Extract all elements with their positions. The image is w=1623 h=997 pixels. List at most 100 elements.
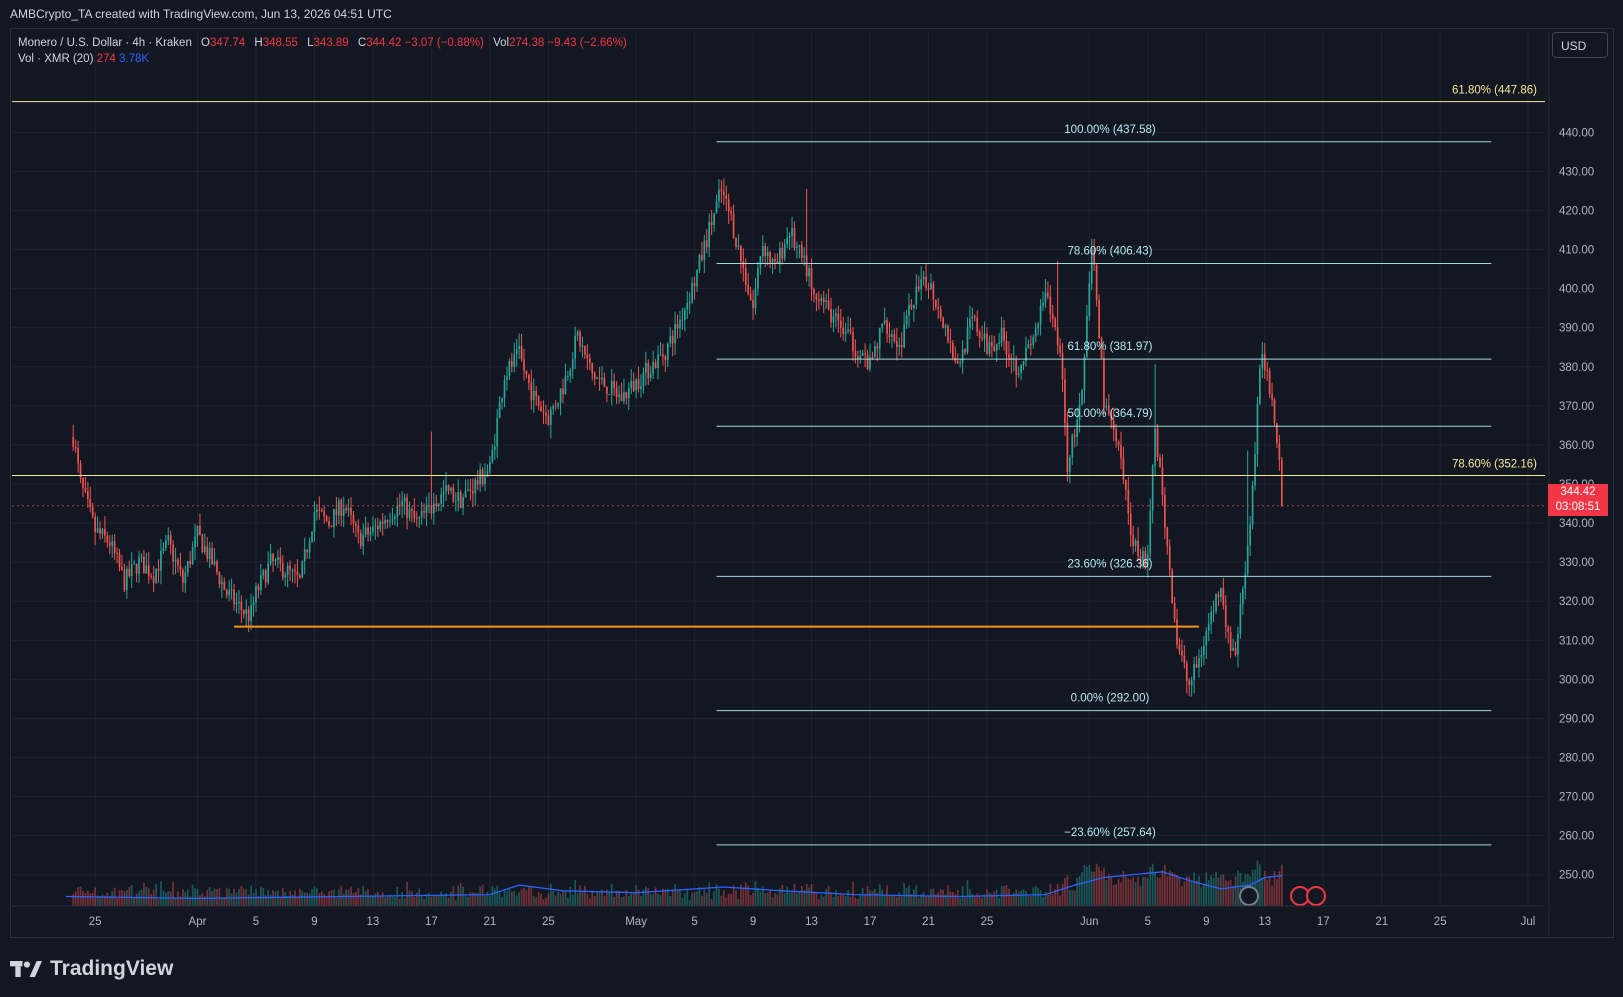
volume-bar [345,889,347,906]
candle-body [847,329,849,332]
candle-body [759,256,762,269]
volume-bar [1086,867,1088,906]
volume-bar [1015,889,1018,906]
candle-body [1066,422,1069,473]
volume-bar [781,885,784,906]
candle-body [754,288,757,309]
volume-bar [123,891,126,906]
candle-body [457,491,460,501]
volume-bar [649,894,652,906]
candle-body [1198,658,1200,668]
fib-label: 23.60% (326.36) [1067,558,1152,570]
volume-bar [301,890,304,906]
candle-body [852,331,854,352]
volume-bar [681,897,684,906]
candle-body [1207,624,1210,631]
candle-body [657,354,659,368]
candle-body [747,284,750,294]
candle-body [1015,358,1018,375]
symbol-label[interactable]: Monero / U.S. Dollar · 4h · Kraken [18,37,192,49]
candle-body [671,335,674,344]
candle-body [374,526,377,528]
close-value: 344.42 [366,37,402,49]
volume-bar [1064,878,1066,906]
volume-bar [155,884,157,906]
candle-body [530,382,533,401]
volume-bar [732,885,735,906]
volume-bar [1125,876,1127,906]
candle-body [1202,645,1205,655]
volume-bar [1129,879,1132,906]
change-value: −3.07 (−0.88%) [404,37,484,49]
candle-body [420,511,423,517]
candle-body [1222,588,1225,606]
candle-body [1022,361,1025,365]
candle-body [842,327,845,334]
candle-body [905,315,908,325]
volume-bar [581,890,584,906]
volume-bar [303,892,306,906]
volume-bar [101,894,104,906]
candle-body [552,406,555,410]
candle-body [82,477,84,488]
candle-body [698,254,701,270]
volume-bar [1207,880,1210,906]
volume-indicator-label[interactable]: Vol · XMR (20) [18,53,94,65]
volume-bar [274,891,277,906]
volume-bar [1154,873,1156,906]
candle-body [830,308,832,323]
volume-bar [749,894,752,906]
volume-bar [191,884,194,906]
volume-bar [333,889,335,906]
x-tick-label: 21 [1375,916,1388,928]
volume-bar [1224,879,1227,906]
volume-bar [1149,866,1152,906]
candle-body [284,574,287,578]
volume-bar [574,880,577,906]
volume-bar [411,891,413,906]
volume-bar [1132,876,1135,906]
candle-body [949,341,952,343]
candle-body [350,508,352,515]
candle-body [1224,605,1227,628]
candle-body [218,572,221,585]
candle-body [554,406,557,408]
candle-body [430,505,433,514]
candle-body [196,525,199,537]
y-tick-label: 310.00 [1559,635,1594,647]
candle-body [1159,457,1161,468]
candle-body [496,418,499,447]
candle-body [659,354,662,356]
candle-body [138,557,140,574]
candle-body [469,489,472,492]
open-label: O [201,37,210,49]
candle-body [191,547,194,565]
candle-body [523,359,525,371]
candle-body [1185,662,1188,681]
volume-bar [174,897,177,906]
candle-body [1259,368,1261,404]
candle-body [869,357,871,370]
candle-body [296,571,299,576]
volume-bar [598,892,601,906]
candle-body [971,316,974,319]
volume-bar [523,887,525,906]
candle-body [1100,337,1103,359]
volume-bar [913,889,915,906]
currency-button[interactable]: USD [1552,32,1608,58]
candle-body [983,333,986,339]
volume-bar [201,893,204,906]
candle-body [376,526,379,530]
volume-bar [757,887,759,906]
plot-area [65,178,1283,906]
volume-bar [973,896,976,906]
volume-bar [235,892,238,906]
candle-body [367,527,369,535]
candle-body [686,303,689,310]
volume-bar [1259,864,1261,906]
volume-bar [827,885,830,906]
candle-body [813,289,815,295]
volume-bar [296,896,299,906]
volume-bar [1273,870,1276,906]
